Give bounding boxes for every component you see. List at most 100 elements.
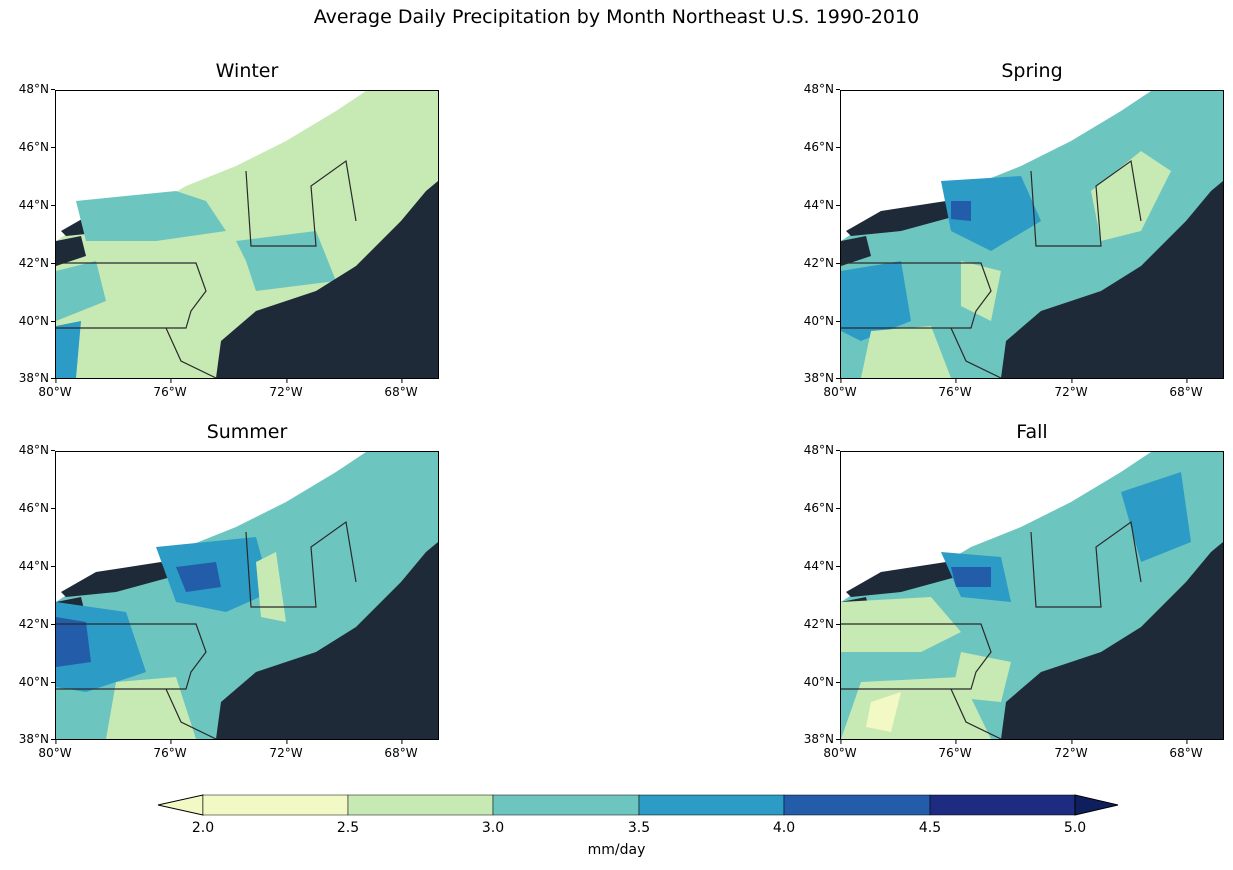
x-tick-label: 72°W	[269, 740, 303, 760]
y-tick-label: 42°N	[18, 617, 56, 631]
state-border	[245, 159, 357, 247]
colorbar-bin	[202, 794, 349, 816]
state-border	[56, 623, 207, 690]
y-tick-label: 38°N	[803, 732, 841, 746]
y-tick-label: 40°N	[18, 314, 56, 328]
contour-high	[76, 191, 226, 241]
x-tick-label: 72°W	[269, 379, 303, 399]
panel-title: Spring	[1001, 60, 1063, 82]
x-tick-label: 68°W	[1169, 740, 1203, 760]
map-area	[55, 451, 439, 740]
y-tick-label: 48°N	[18, 82, 56, 96]
state-border	[56, 262, 207, 329]
contour-low	[256, 552, 286, 622]
contour-low	[106, 677, 196, 739]
map-area	[55, 90, 439, 379]
x-tick-label: 76°W	[153, 740, 187, 760]
y-tick-label: 48°N	[803, 443, 841, 457]
y-tick-label: 46°N	[803, 501, 841, 515]
state-border	[165, 688, 217, 739]
x-tick-label: 80°W	[823, 379, 857, 399]
map-panel-spring: Spring 48°N 46°N 44°N 42°N 40°N 38°N 80°…	[804, 60, 1224, 399]
lake-ontario	[846, 562, 956, 597]
panel-title: Fall	[1016, 421, 1048, 443]
colorbar-extend-low	[157, 794, 204, 816]
atlantic-ocean	[216, 542, 438, 739]
y-tick-label: 42°N	[803, 256, 841, 270]
y-tick-label: 40°N	[803, 675, 841, 689]
x-tick-label: 68°W	[384, 740, 418, 760]
colorbar-unit-label: mm/day	[587, 842, 646, 858]
contour-lowest	[866, 692, 901, 732]
contour-mid	[1121, 472, 1191, 562]
x-tick-label: 76°W	[938, 379, 972, 399]
x-tick-label: 76°W	[153, 379, 187, 399]
canada-region	[841, 452, 1151, 602]
atlantic-ocean	[1001, 542, 1223, 739]
map-panel-summer: Summer 48°N 46°N 44°N 42°N 40°N 38°N 80°…	[19, 421, 439, 760]
precip-map	[841, 452, 1223, 739]
map-panel-fall: Fall 48°N 46°N 44°N 42°N 40°N 38°N 80°W …	[804, 421, 1224, 760]
contour-low	[961, 261, 1001, 321]
colorbar-tick-label: 2.5	[336, 820, 360, 836]
contour-low	[861, 326, 951, 378]
colorbar-tick-label: 4.5	[918, 820, 942, 836]
y-tick-label: 38°N	[18, 732, 56, 746]
colorbar-tick-label: 3.5	[627, 820, 651, 836]
y-tick-label: 44°N	[803, 559, 841, 573]
state-border	[950, 688, 1002, 739]
state-border	[950, 327, 1002, 378]
x-tick-label: 72°W	[1054, 740, 1088, 760]
y-tick-label: 46°N	[803, 140, 841, 154]
figure-title: Average Daily Precipitation by Month Nor…	[313, 6, 920, 28]
state-border	[1030, 520, 1142, 608]
state-border	[841, 623, 992, 690]
colorbar-bin	[929, 794, 1076, 816]
precip-map	[56, 452, 438, 739]
state-border	[245, 520, 357, 608]
precip-map	[841, 91, 1223, 378]
contour-high	[951, 567, 991, 587]
y-tick-label: 38°N	[18, 371, 56, 385]
colorbar-bin	[492, 794, 640, 816]
y-tick-label: 48°N	[18, 443, 56, 457]
y-tick-label: 42°N	[18, 256, 56, 270]
colorbar-tick-label: 4.0	[772, 820, 796, 836]
y-tick-label: 44°N	[18, 198, 56, 212]
lake-erie	[841, 236, 871, 266]
y-tick-label: 40°N	[803, 314, 841, 328]
lake-ontario	[61, 562, 171, 597]
colorbar-tick-label: 5.0	[1063, 820, 1087, 836]
colorbar-bin	[638, 794, 785, 816]
atlantic-ocean	[1001, 181, 1223, 378]
x-tick-label: 68°W	[1169, 379, 1203, 399]
y-tick-label: 44°N	[18, 559, 56, 573]
contour-high	[56, 261, 106, 321]
contour-mid	[941, 176, 1041, 251]
y-tick-label: 40°N	[18, 675, 56, 689]
colorbar	[157, 794, 1119, 816]
x-tick-label: 76°W	[938, 740, 972, 760]
contour-high	[951, 201, 971, 221]
state-border	[841, 262, 992, 329]
canada-region	[841, 91, 1151, 241]
x-tick-label: 80°W	[38, 379, 72, 399]
panel-title: Winter	[215, 60, 279, 82]
canada-region	[56, 452, 366, 602]
x-tick-label: 68°W	[384, 379, 418, 399]
contour-high	[56, 617, 91, 667]
map-panel-winter: Winter 48°N 46°N 44°N 42°N 40°N 38°N 80°…	[19, 60, 439, 399]
colorbar-tick-label: 2.0	[191, 820, 215, 836]
x-tick-label: 72°W	[1054, 379, 1088, 399]
state-border	[1030, 159, 1142, 247]
y-tick-label: 38°N	[803, 371, 841, 385]
lake-erie	[56, 236, 86, 266]
map-area	[840, 451, 1224, 740]
colorbar-bin	[783, 794, 931, 816]
y-tick-label: 44°N	[803, 198, 841, 212]
precip-map	[56, 91, 438, 378]
colorbar-tick-label: 3.0	[481, 820, 505, 836]
x-tick-label: 80°W	[38, 740, 72, 760]
colorbar-bin	[347, 794, 494, 816]
y-tick-label: 46°N	[18, 140, 56, 154]
